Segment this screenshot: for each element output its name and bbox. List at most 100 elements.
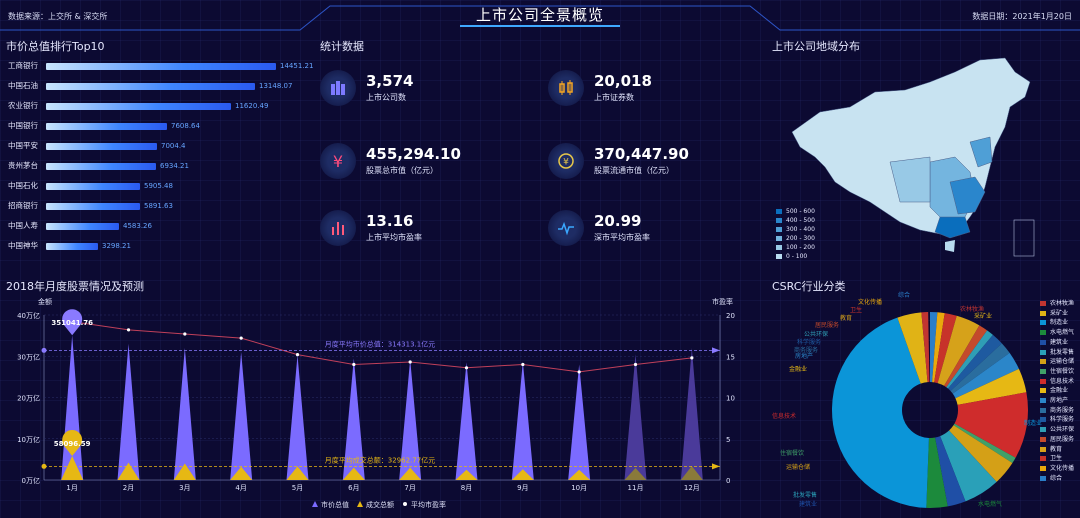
donut-segment[interactable] (954, 392, 1028, 458)
ranking-value: 5905.48 (144, 182, 173, 190)
donut-segment[interactable] (950, 343, 1010, 394)
monthly-chart[interactable]: 40万亿 30万亿 20万亿 10万亿 0万亿 20 15 10 5 0 1月 2月 3月 4月 5月 6月 7… (0, 305, 760, 518)
legend-swatch (776, 245, 782, 250)
ranking-row[interactable]: 工商银行 14451.21 (8, 60, 313, 72)
pe-point[interactable] (295, 353, 300, 357)
market-value-bar[interactable] (455, 362, 478, 480)
donut-segment[interactable] (930, 312, 938, 383)
turnover-bar[interactable] (173, 463, 196, 481)
turnover-bar[interactable] (286, 466, 309, 480)
industry-legend-item[interactable]: 农林牧渔 (1040, 298, 1074, 307)
legend-swatch (1040, 378, 1046, 384)
legend-label[interactable]: 平均市盈率 (411, 500, 446, 509)
legend-swatch (1040, 475, 1046, 481)
industry-legend-item[interactable]: 教育 (1040, 444, 1062, 453)
industry-legend-item[interactable]: 文化传播 (1040, 463, 1074, 472)
ranking-row[interactable]: 中国银行 7608.64 (8, 120, 308, 132)
donut-segment[interactable] (937, 315, 980, 386)
donut-segment[interactable] (832, 317, 929, 508)
turnover-bar[interactable] (117, 462, 140, 480)
market-value-bar[interactable] (680, 348, 703, 480)
industry-legend-item[interactable]: 建筑业 (1040, 337, 1068, 346)
industry-legend-item[interactable]: 批发零售 (1040, 347, 1074, 356)
industry-legend-item[interactable]: 运输仓储 (1040, 356, 1074, 365)
turnover-bar[interactable] (230, 466, 253, 480)
donut-segment[interactable] (940, 430, 997, 502)
donut-segment[interactable] (944, 325, 988, 388)
turnover-bar[interactable] (624, 468, 647, 480)
donut-segment[interactable] (932, 312, 945, 383)
turnover-bar[interactable] (680, 465, 703, 480)
market-value-bar[interactable] (511, 361, 534, 480)
industry-legend-item[interactable]: 卫生 (1040, 453, 1062, 462)
industry-legend-item[interactable]: 房地产 (1040, 395, 1068, 404)
industry-legend-item[interactable]: 综合 (1040, 473, 1062, 482)
industry-donut[interactable] (760, 286, 1040, 518)
pe-point[interactable] (183, 332, 187, 336)
pe-point[interactable] (239, 336, 243, 340)
market-value-bar[interactable] (173, 348, 196, 480)
industry-legend-item[interactable]: 采矿业 (1040, 308, 1068, 317)
turnover-bar[interactable] (399, 467, 422, 480)
legend-swatch (1040, 349, 1046, 355)
industry-legend-item[interactable]: 制造业 (1040, 317, 1068, 326)
donut-segment[interactable] (934, 313, 957, 384)
pe-point[interactable] (352, 362, 356, 367)
donut-segment[interactable] (955, 368, 1027, 405)
x-tick: 6月 (348, 484, 359, 492)
donut-segment[interactable] (949, 425, 1013, 482)
ranking-row[interactable]: 贵州茅台 6934.21 (8, 160, 308, 172)
market-value-bar[interactable] (230, 352, 253, 480)
market-value-bar[interactable] (568, 364, 591, 481)
industry-legend-item[interactable]: 商务服务 (1040, 405, 1074, 414)
market-value-bar[interactable] (286, 355, 309, 480)
market-value-bar[interactable] (624, 354, 647, 480)
donut-label: 房地产 (795, 353, 814, 360)
turnover-bar[interactable] (455, 469, 478, 480)
pe-point[interactable] (690, 356, 694, 360)
turnover-bar[interactable] (568, 469, 591, 480)
industry-legend-item[interactable]: 住宿餐饮 (1040, 366, 1074, 375)
market-value-bar[interactable] (342, 358, 365, 480)
ranking-row[interactable]: 中国神华 3298.21 (8, 240, 308, 252)
ranking-row[interactable]: 中国石化 5905.48 (8, 180, 308, 192)
industry-legend-item[interactable]: 居民服务 (1040, 434, 1074, 443)
pe-point[interactable] (577, 370, 581, 374)
legend-swatch (1040, 456, 1046, 462)
market-value-bar[interactable] (399, 359, 422, 480)
ranking-bar (46, 143, 157, 150)
turnover-bar[interactable] (511, 469, 534, 480)
turnover-bar[interactable] (61, 456, 84, 480)
ranking-row[interactable]: 中国人寿 4583.26 (8, 220, 308, 232)
donut-segment[interactable] (947, 334, 1002, 391)
pe-point[interactable] (521, 362, 525, 367)
ranking-row[interactable]: 中国石油 13148.07 (8, 80, 308, 92)
donut-segment[interactable] (926, 437, 948, 508)
market-value-bar[interactable] (117, 343, 140, 480)
donut-segment[interactable] (952, 352, 1019, 399)
ranking-row[interactable]: 农业银行 11620.49 (8, 100, 308, 112)
donut-segment[interactable] (935, 436, 966, 507)
pe-point[interactable] (408, 360, 412, 364)
turnover-bar[interactable] (342, 467, 365, 480)
donut-segment[interactable] (921, 312, 930, 383)
pe-point[interactable] (464, 366, 469, 370)
industry-legend-item[interactable]: 科学服务 (1040, 414, 1074, 423)
bar-chart-icon (320, 210, 356, 246)
legend-label[interactable]: 市价总值 (321, 500, 349, 509)
ranking-row[interactable]: 中国平安 7004.4 (8, 140, 308, 152)
donut-segment[interactable] (897, 312, 928, 384)
pe-point[interactable] (126, 328, 131, 332)
donut-segment[interactable] (946, 330, 993, 389)
pe-point[interactable] (633, 362, 638, 367)
ranking-name: 招商银行 (8, 201, 38, 210)
legend-label: 房地产 (1050, 397, 1069, 404)
industry-legend-item[interactable]: 信息技术 (1040, 376, 1074, 385)
ranking-row[interactable]: 招商银行 5891.63 (8, 200, 308, 212)
legend-label[interactable]: 成交总额 (366, 500, 394, 509)
industry-legend-item[interactable]: 公共环保 (1040, 424, 1074, 433)
industry-legend-item[interactable]: 水电燃气 (1040, 327, 1074, 336)
industry-legend-item[interactable]: 金融业 (1040, 385, 1068, 394)
china-map[interactable] (780, 52, 1080, 262)
donut-segment[interactable] (953, 423, 1016, 464)
